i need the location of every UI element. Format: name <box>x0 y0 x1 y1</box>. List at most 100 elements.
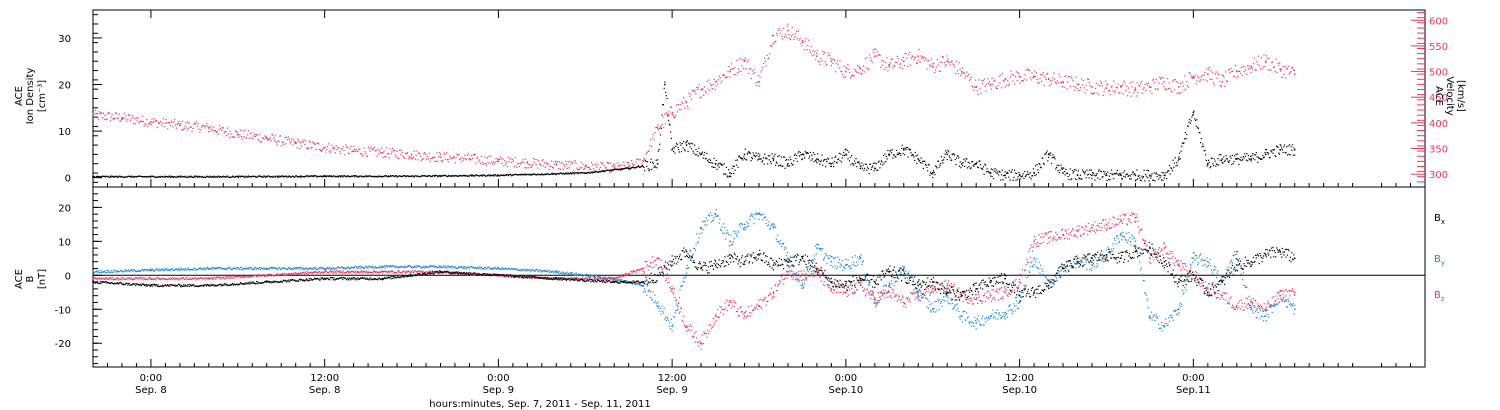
velocity-point <box>492 163 494 165</box>
velocity-point <box>329 152 331 154</box>
density-point <box>466 175 468 177</box>
density-point <box>247 176 249 178</box>
by-point <box>772 225 775 227</box>
velocity-point <box>161 122 164 125</box>
velocity-point <box>498 159 500 161</box>
density-point <box>908 149 911 151</box>
by-point <box>776 240 778 243</box>
density-point <box>602 170 604 172</box>
velocity-point <box>1030 79 1032 81</box>
by-point <box>774 226 776 228</box>
density-point <box>355 175 358 177</box>
by-point <box>769 227 772 229</box>
by-point <box>1079 264 1082 267</box>
by-point <box>1068 261 1070 263</box>
by-point <box>282 267 284 269</box>
by-point <box>1271 311 1273 314</box>
velocity-point <box>295 142 297 144</box>
density-point <box>377 176 379 178</box>
density-point <box>328 175 330 177</box>
velocity-point <box>1014 83 1016 85</box>
density-point <box>670 131 672 133</box>
velocity-point <box>1236 70 1238 73</box>
velocity-point <box>454 162 456 164</box>
by-point <box>227 268 229 270</box>
density-point <box>159 176 161 178</box>
density-point <box>664 83 666 86</box>
velocity-point <box>541 160 543 162</box>
density-point <box>806 152 809 154</box>
density-point <box>274 176 277 178</box>
by-point <box>489 268 491 270</box>
velocity-point <box>690 98 693 100</box>
density-point <box>355 175 357 177</box>
velocity-point <box>525 167 528 169</box>
by-point <box>1265 310 1267 312</box>
velocity-point <box>703 86 706 88</box>
velocity-point <box>654 131 656 134</box>
density-point <box>290 176 292 178</box>
velocity-point <box>693 89 695 91</box>
density-point <box>1012 179 1014 181</box>
density-point <box>1047 156 1050 159</box>
velocity-point <box>439 156 442 158</box>
by-point <box>1064 267 1066 269</box>
velocity-point <box>713 78 715 80</box>
velocity-point <box>521 161 523 163</box>
by-point <box>213 267 215 269</box>
by-point <box>359 267 361 270</box>
by-point <box>1011 309 1013 311</box>
density-point <box>1283 144 1286 146</box>
by-point <box>675 303 678 305</box>
by-point <box>821 247 823 250</box>
by-point <box>479 266 481 268</box>
density-point <box>1205 154 1207 156</box>
density-point <box>609 169 612 171</box>
by-point <box>1201 258 1203 260</box>
by-point <box>885 285 888 287</box>
by-point <box>336 267 338 269</box>
velocity-point <box>955 73 957 75</box>
density-point <box>381 175 383 178</box>
by-point <box>161 269 164 271</box>
density-point <box>959 161 961 163</box>
density-point <box>386 176 388 178</box>
by-point <box>536 269 539 271</box>
by-point <box>351 266 353 268</box>
by-point <box>830 260 833 263</box>
by-point <box>680 285 683 287</box>
velocity-point <box>570 163 572 165</box>
density-point <box>638 166 641 168</box>
velocity-point <box>536 159 538 161</box>
density-point <box>496 175 498 177</box>
by-point <box>1038 261 1040 263</box>
density-point <box>308 176 310 178</box>
density-point <box>1288 153 1290 155</box>
by-point <box>152 269 154 271</box>
density-point <box>1147 177 1149 179</box>
velocity-point <box>1001 87 1003 89</box>
by-point <box>396 266 398 268</box>
velocity-point <box>608 162 610 164</box>
by-point <box>1293 308 1296 311</box>
by-point <box>304 268 306 270</box>
density-point <box>310 175 312 177</box>
density-point <box>874 167 876 170</box>
by-point <box>163 268 165 270</box>
density-point <box>1016 172 1018 175</box>
velocity-point <box>535 163 537 165</box>
velocity-point <box>1099 85 1101 87</box>
by-point <box>714 213 717 215</box>
by-point <box>1278 293 1280 295</box>
by-point <box>1139 261 1141 263</box>
density-point <box>929 171 932 173</box>
density-point <box>589 172 591 174</box>
density-point <box>1284 152 1286 154</box>
density-point <box>1120 174 1122 177</box>
density-point <box>853 164 855 166</box>
velocity-point <box>348 153 350 155</box>
density-point <box>348 175 350 178</box>
density-point <box>1148 180 1150 182</box>
density-point <box>168 176 170 178</box>
by-point <box>276 268 278 270</box>
